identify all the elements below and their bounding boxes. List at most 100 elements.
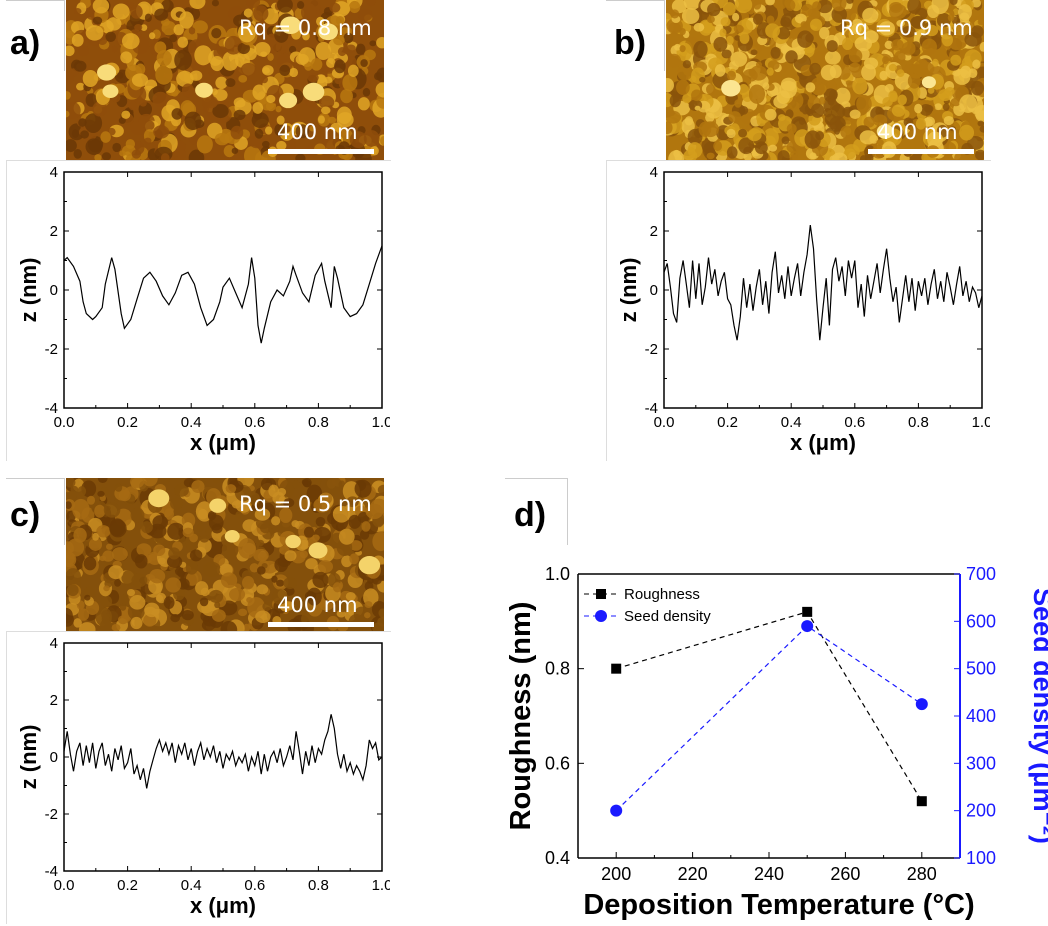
afm-grain bbox=[372, 622, 384, 631]
afm-grain bbox=[73, 618, 82, 628]
afm-grain bbox=[253, 548, 269, 562]
afm-grain bbox=[94, 504, 106, 518]
afm-grain bbox=[82, 69, 99, 87]
afm-grain bbox=[192, 20, 208, 34]
plot-frame-b bbox=[606, 160, 991, 461]
afm-particle bbox=[195, 82, 213, 98]
y-tick-label: -4 bbox=[645, 400, 658, 417]
afm-grain bbox=[852, 77, 868, 95]
afm-grain bbox=[896, 69, 905, 77]
afm-grain bbox=[195, 581, 209, 596]
afm-grain bbox=[667, 53, 682, 68]
afm-grain bbox=[681, 8, 700, 24]
afm-grain bbox=[134, 23, 143, 31]
afm-grain bbox=[85, 25, 104, 41]
afm-grain bbox=[958, 4, 972, 21]
y-axis-label: Roughness (nm) bbox=[505, 602, 537, 831]
afm-grain bbox=[188, 149, 205, 160]
afm-grain bbox=[361, 521, 371, 532]
afm-grain bbox=[859, 130, 877, 145]
afm-grain bbox=[706, 152, 715, 160]
afm-grain bbox=[214, 132, 230, 146]
afm-grain bbox=[976, 66, 984, 82]
afm-grain bbox=[901, 41, 916, 56]
afm-grain bbox=[317, 560, 334, 573]
afm-grain bbox=[116, 72, 124, 79]
afm-grain bbox=[738, 137, 755, 155]
afm-grain bbox=[304, 591, 317, 602]
afm-grain bbox=[707, 2, 721, 17]
afm-grain bbox=[101, 610, 110, 621]
afm-grain bbox=[765, 0, 775, 6]
afm-grain bbox=[299, 20, 312, 32]
afm-grain bbox=[834, 87, 851, 105]
afm-grain bbox=[725, 35, 734, 45]
afm-grain bbox=[114, 579, 121, 587]
afm-grain bbox=[211, 609, 226, 622]
afm-grain bbox=[130, 4, 143, 19]
afm-grain bbox=[863, 116, 875, 128]
afm-grain bbox=[927, 87, 935, 94]
plot-frame-a bbox=[6, 160, 391, 461]
afm-grain bbox=[233, 109, 246, 121]
afm-grain bbox=[950, 54, 962, 66]
afm-grain bbox=[121, 110, 131, 119]
afm-grain bbox=[927, 4, 940, 19]
afm-grain bbox=[914, 103, 923, 114]
afm-grain bbox=[701, 121, 719, 138]
afm-grain bbox=[340, 88, 353, 104]
afm-grain bbox=[66, 91, 71, 100]
afm-grain bbox=[719, 28, 727, 37]
afm-grain bbox=[721, 49, 732, 59]
afm-grain bbox=[149, 32, 156, 40]
afm-grain bbox=[789, 154, 799, 160]
afm-grain bbox=[173, 24, 184, 36]
afm-grain bbox=[171, 108, 183, 120]
afm-grain bbox=[766, 15, 775, 25]
afm-grain bbox=[260, 51, 268, 58]
y-tick-label: 0 bbox=[50, 282, 58, 299]
afm-grain bbox=[713, 140, 723, 152]
afm-grain bbox=[749, 65, 768, 81]
plot-area bbox=[63, 171, 383, 409]
afm-grain bbox=[337, 47, 347, 57]
afm-grain bbox=[831, 6, 847, 23]
afm-grain bbox=[706, 84, 716, 95]
rq-value-b: Rq = 0.9 nm bbox=[840, 16, 973, 40]
afm-grain bbox=[66, 101, 81, 120]
afm-particle bbox=[280, 16, 301, 35]
panel-label-d: d) bbox=[514, 496, 547, 534]
legend-seed-density-marker bbox=[595, 610, 607, 622]
afm-grain bbox=[176, 70, 194, 88]
afm-texture bbox=[66, 0, 384, 160]
afm-particle bbox=[279, 92, 298, 109]
afm-grain bbox=[114, 483, 123, 492]
afm-grain bbox=[240, 62, 257, 76]
afm-grain bbox=[99, 619, 112, 631]
afm-grain bbox=[812, 50, 830, 66]
afm-grain bbox=[71, 129, 79, 138]
afm-grain bbox=[959, 124, 975, 141]
afm-grain bbox=[942, 103, 950, 111]
afm-grain bbox=[143, 614, 157, 627]
afm-grain bbox=[134, 554, 148, 569]
afm-particle bbox=[102, 84, 119, 99]
afm-grain bbox=[168, 547, 181, 560]
afm-grain bbox=[824, 50, 841, 65]
afm-image-c bbox=[66, 478, 384, 631]
afm-grain bbox=[117, 615, 129, 625]
afm-grain bbox=[313, 498, 329, 513]
afm-grain bbox=[355, 43, 366, 55]
afm-grain bbox=[785, 0, 796, 11]
afm-grain bbox=[78, 118, 87, 127]
afm-grain bbox=[851, 23, 862, 35]
roughness-point bbox=[802, 606, 813, 617]
afm-grain bbox=[267, 53, 274, 61]
y-tick-label: 4 bbox=[650, 164, 658, 181]
afm-grain bbox=[198, 508, 208, 520]
afm-grain bbox=[917, 61, 935, 76]
afm-grain bbox=[876, 139, 884, 146]
afm-grain bbox=[223, 144, 236, 158]
afm-grain bbox=[191, 480, 205, 493]
afm-grain bbox=[734, 99, 742, 108]
